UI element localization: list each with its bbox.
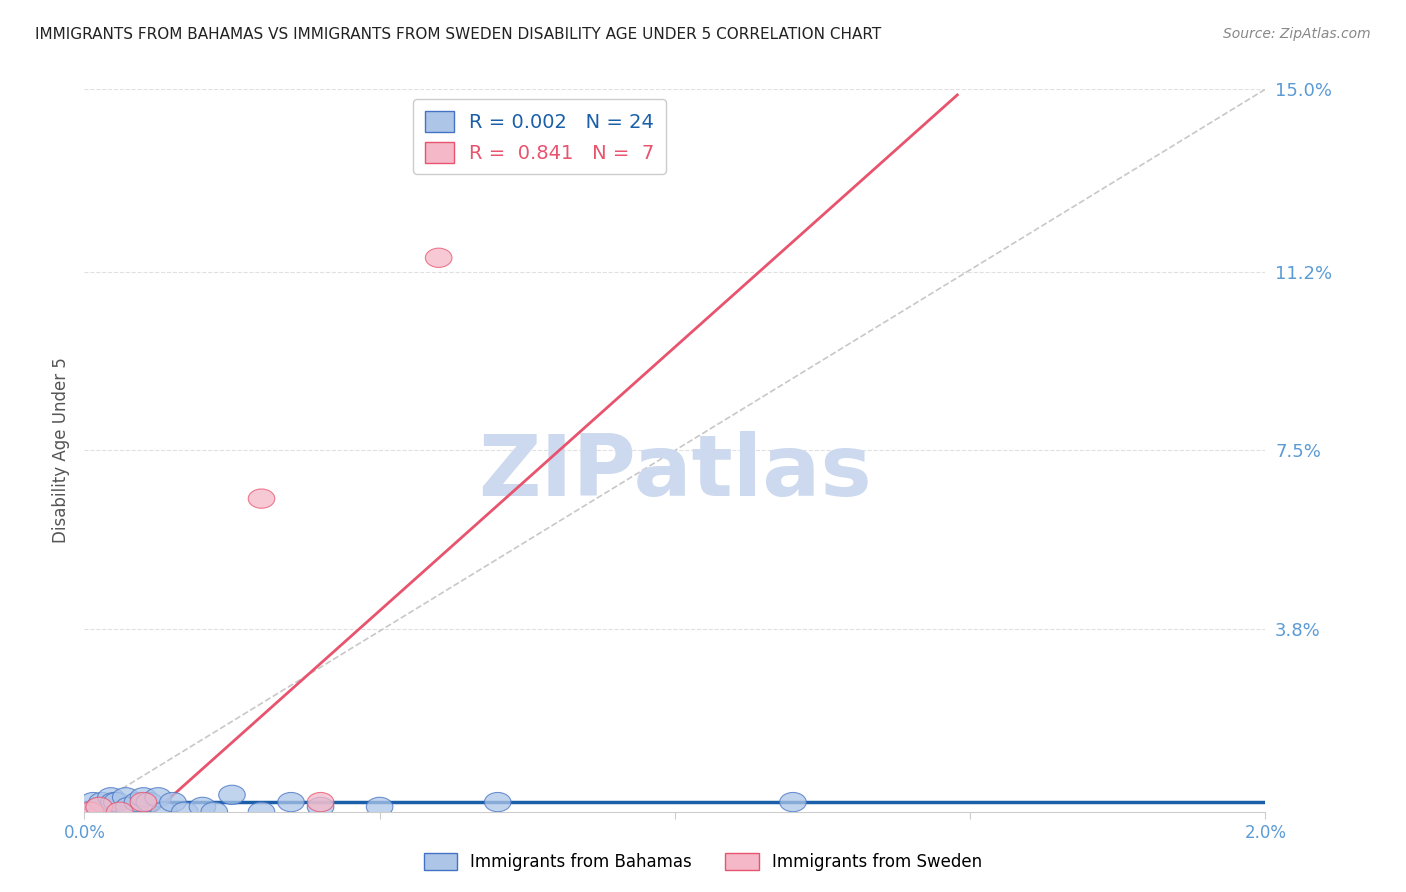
Legend: R = 0.002   N = 24, R =  0.841   N =  7: R = 0.002 N = 24, R = 0.841 N = 7 (413, 99, 666, 174)
Ellipse shape (101, 792, 127, 812)
Ellipse shape (112, 788, 139, 807)
Ellipse shape (97, 788, 124, 807)
Ellipse shape (249, 489, 274, 508)
Ellipse shape (150, 802, 177, 822)
Ellipse shape (104, 792, 131, 812)
Ellipse shape (80, 792, 107, 812)
Ellipse shape (426, 248, 451, 268)
Ellipse shape (89, 792, 115, 812)
Ellipse shape (308, 792, 333, 812)
Ellipse shape (172, 802, 198, 822)
Text: ZIPatlas: ZIPatlas (478, 431, 872, 514)
Ellipse shape (278, 792, 304, 812)
Y-axis label: Disability Age Under 5: Disability Age Under 5 (52, 358, 70, 543)
Ellipse shape (124, 792, 150, 812)
Ellipse shape (86, 797, 112, 816)
Ellipse shape (145, 788, 172, 807)
Ellipse shape (136, 792, 163, 812)
Ellipse shape (160, 792, 186, 812)
Ellipse shape (131, 792, 156, 812)
Ellipse shape (367, 797, 392, 816)
Ellipse shape (86, 797, 112, 816)
Text: Source: ZipAtlas.com: Source: ZipAtlas.com (1223, 27, 1371, 41)
Ellipse shape (249, 802, 274, 822)
Ellipse shape (131, 788, 156, 807)
Ellipse shape (308, 797, 333, 816)
Ellipse shape (219, 785, 245, 805)
Ellipse shape (485, 792, 510, 812)
Text: IMMIGRANTS FROM BAHAMAS VS IMMIGRANTS FROM SWEDEN DISABILITY AGE UNDER 5 CORRELA: IMMIGRANTS FROM BAHAMAS VS IMMIGRANTS FR… (35, 27, 882, 42)
Ellipse shape (780, 792, 806, 812)
Ellipse shape (107, 802, 134, 822)
Ellipse shape (190, 797, 215, 816)
Ellipse shape (115, 797, 142, 816)
Legend: Immigrants from Bahamas, Immigrants from Sweden: Immigrants from Bahamas, Immigrants from… (415, 845, 991, 880)
Ellipse shape (77, 802, 104, 822)
Ellipse shape (201, 802, 228, 822)
